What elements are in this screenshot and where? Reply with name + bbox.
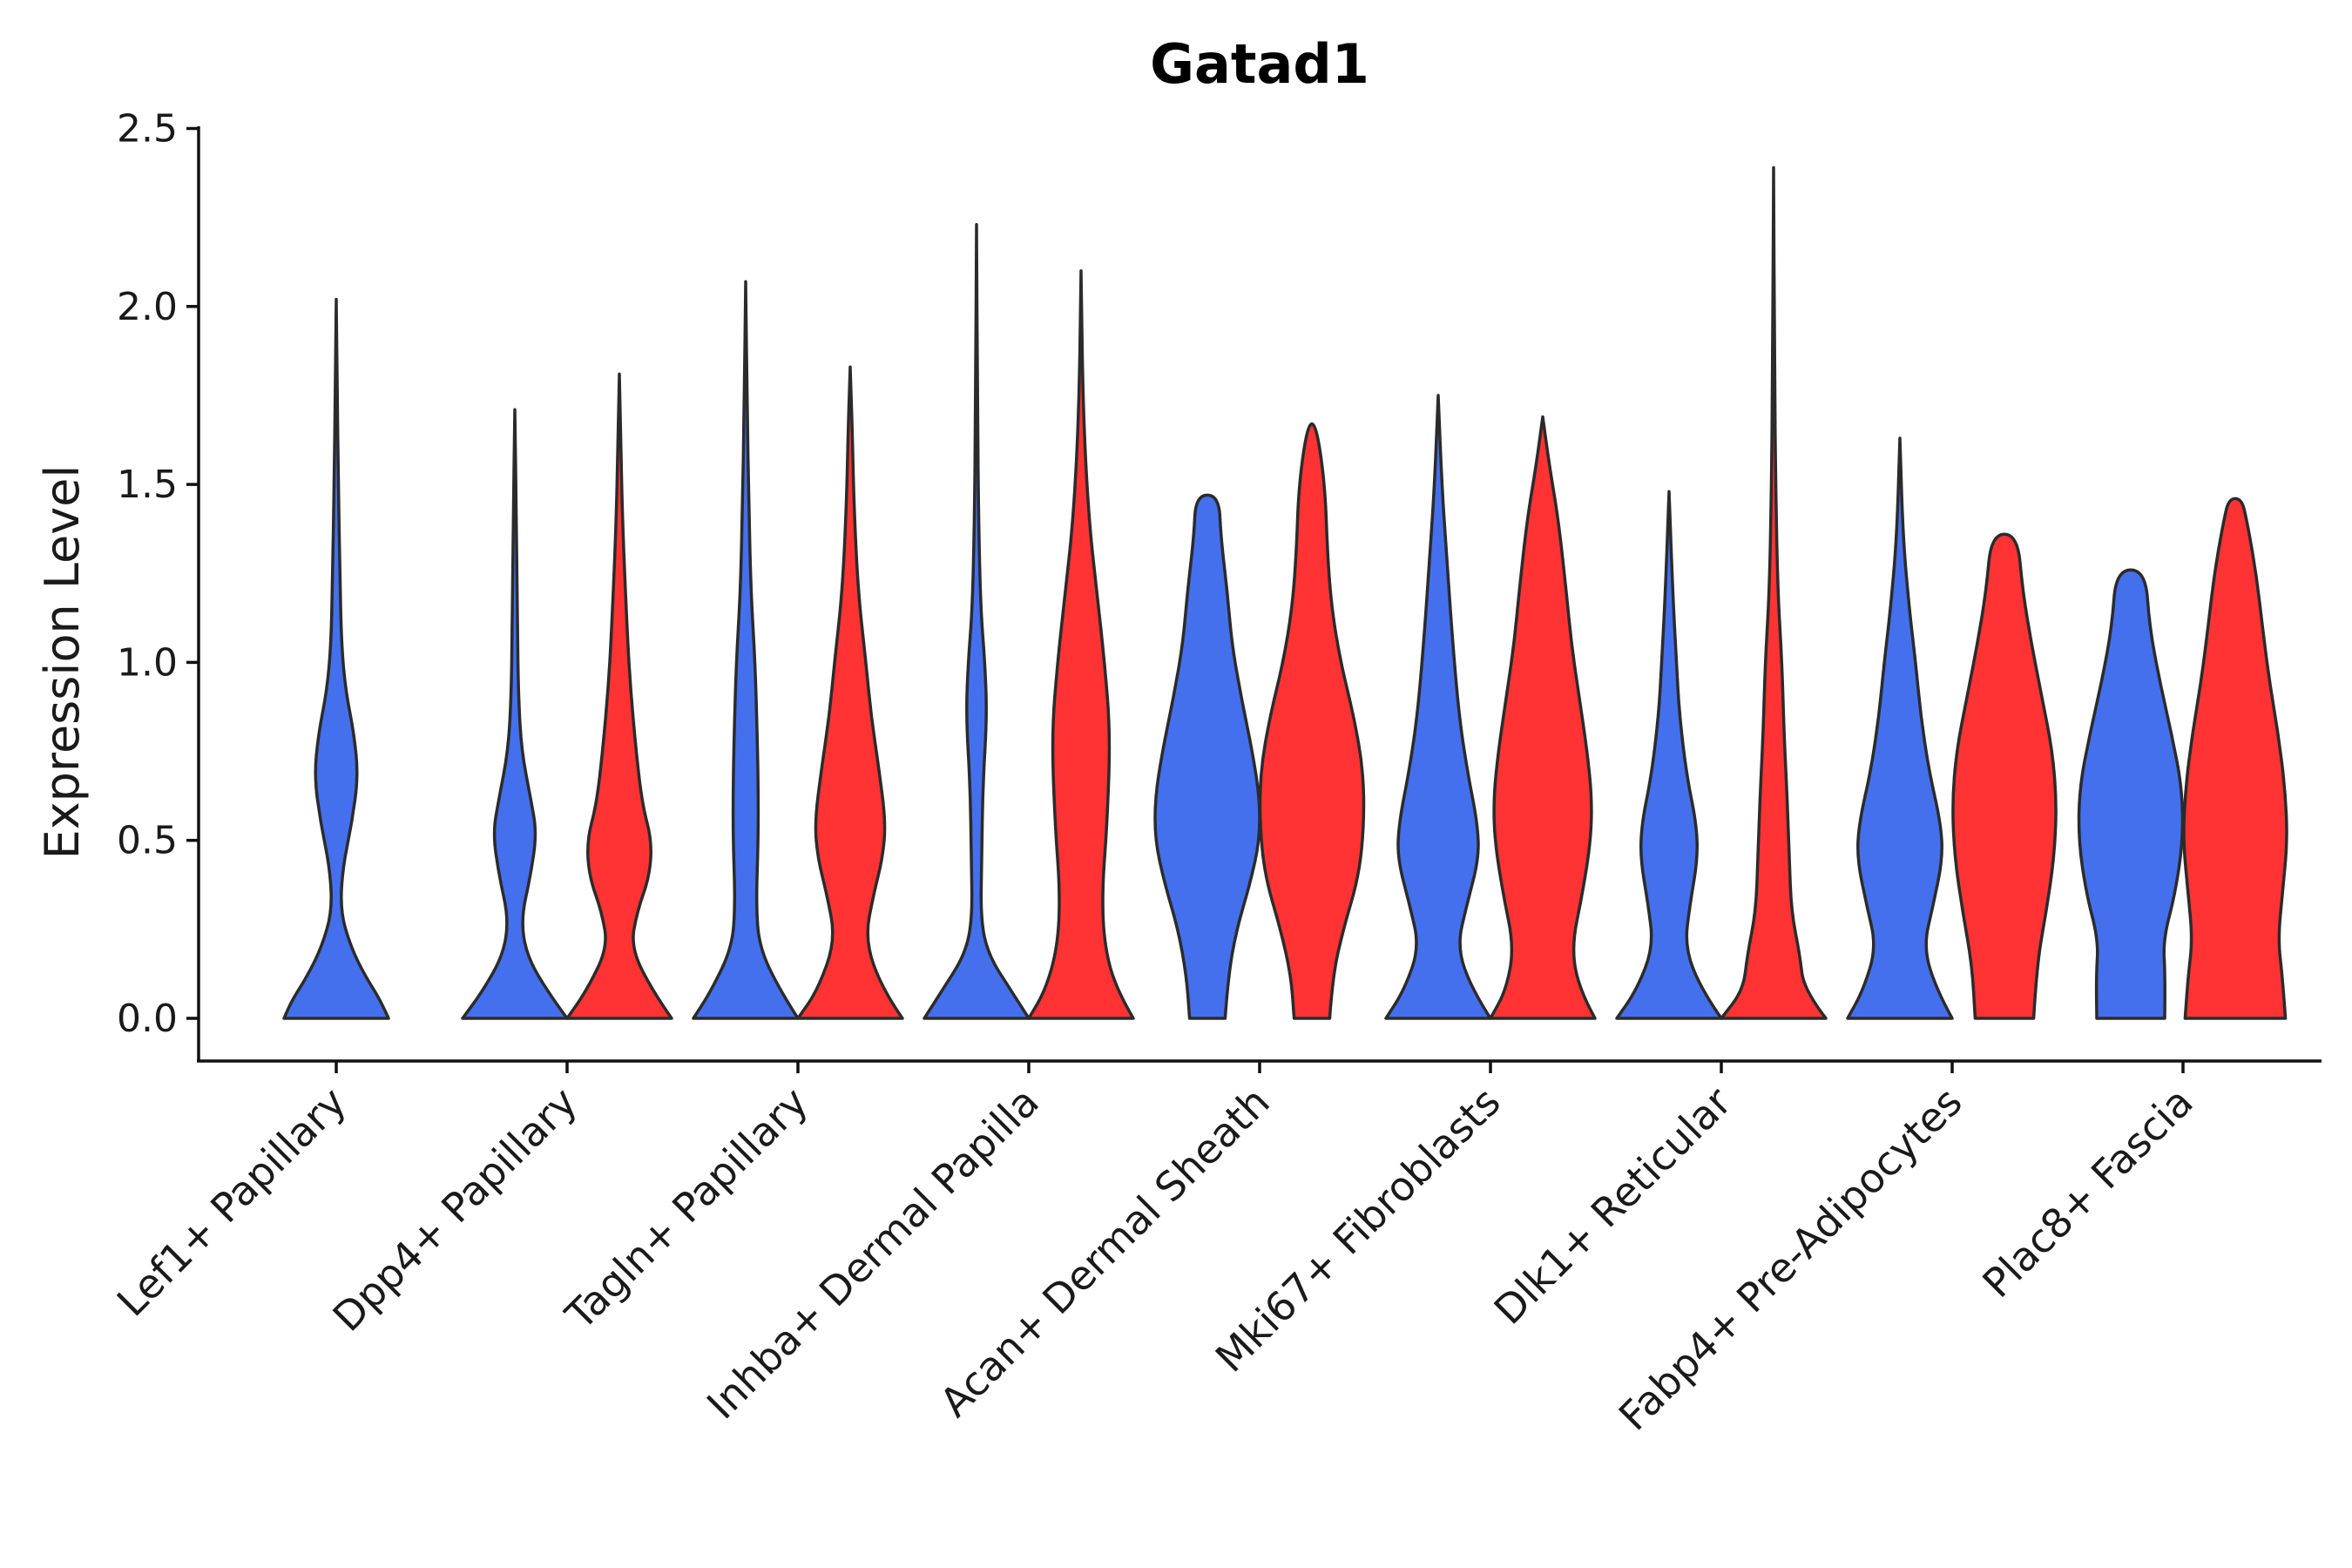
violin-acan-dermal-sheath-group2 [1258,422,1366,1020]
violin-dpp4-papillary-group2 [565,372,673,1020]
y-axis-label: Expression Level [35,465,90,860]
y-tick-label: 1.0 [117,640,178,685]
violin-dpp4-papillary-group1 [461,408,569,1020]
violin-tagln-papillary-group2 [796,365,904,1020]
violin-mki67-fibroblasts-group2 [1489,415,1597,1020]
violin-mki67-fibroblasts-group1 [1384,394,1492,1020]
violin-tagln-papillary-group1 [692,280,800,1020]
violin-dlk1-reticular-group2 [1720,166,1828,1020]
y-tick-label: 0.0 [117,997,178,1041]
violin-fabp4-pre-adipocytes-group1 [1846,436,1954,1020]
y-tick-label: 0.5 [117,819,178,863]
violin-dlk1-reticular-group1 [1615,490,1723,1020]
chart-title: Gatad1 [1150,32,1369,96]
x-tick-label: Lef1+ Papillary [108,1078,355,1326]
y-tick-label: 2.0 [117,285,178,329]
violin-lef1-papillary-group1 [282,297,390,1020]
y-tick-label: 2.5 [117,107,178,152]
violin-inhba-dermal-papilla-group2 [1027,269,1135,1020]
x-tick-label: Dpp4+ Papillary [324,1078,586,1341]
x-tick-label: Plac8+ Fascia [1973,1078,2201,1307]
y-tick-label: 1.5 [117,463,178,507]
violin-plac8-fascia-group1 [2077,568,2185,1020]
violin-layer [282,166,2288,1020]
violin-fabp4-pre-adipocytes-group2 [1951,532,2058,1020]
y-ticks: 0.0 0.5 1.0 1.5 2.0 2.5 [117,107,199,1041]
x-tick-label: Dlk1+ Reticular [1485,1078,1740,1334]
violin-acan-dermal-sheath-group1 [1153,493,1261,1020]
violin-plac8-fascia-group2 [2182,497,2288,1020]
violin-inhba-dermal-papilla-group1 [923,223,1031,1020]
x-tick-label: Tagln+ Papillary [556,1078,817,1340]
